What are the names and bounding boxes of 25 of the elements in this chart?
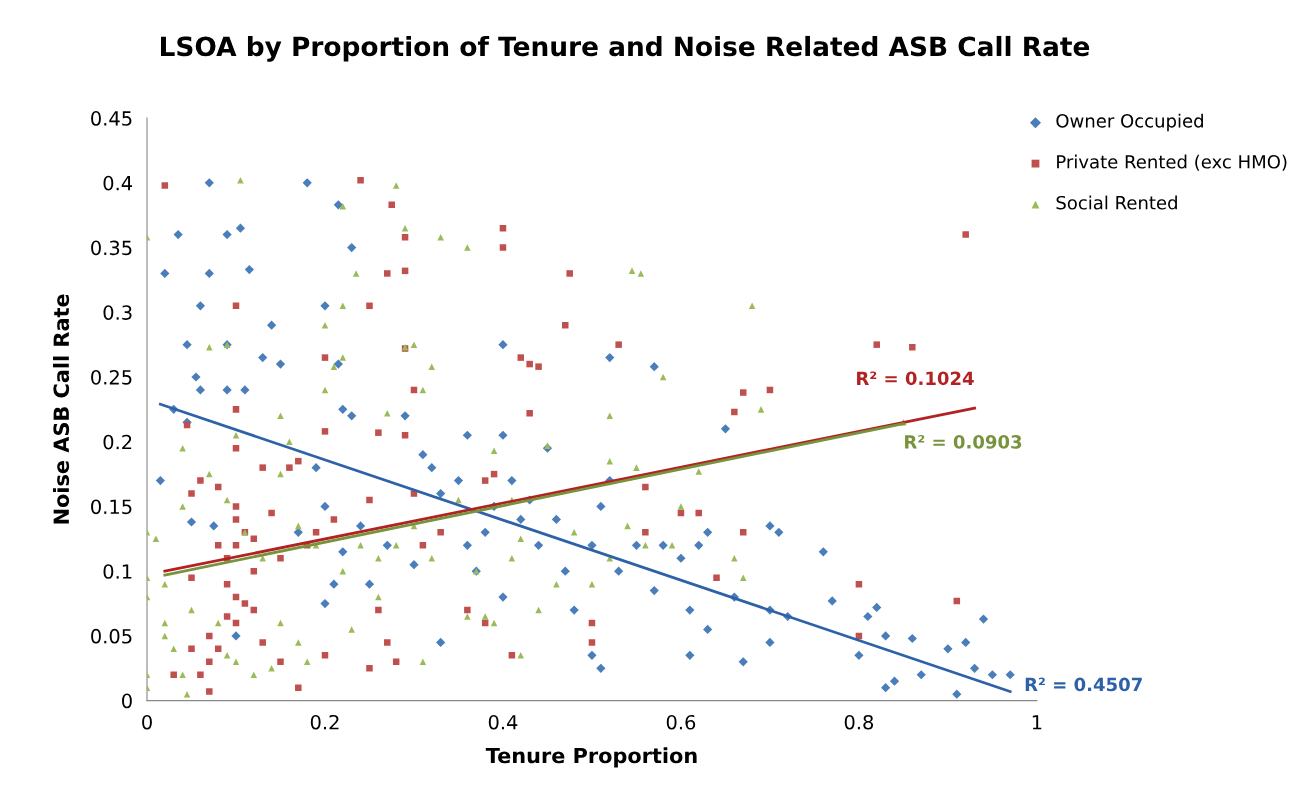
x-tick-label: 0.6 <box>666 714 696 730</box>
x-tick-label: 1 <box>1032 715 1042 730</box>
y-tick-label: 0.3 <box>103 305 132 320</box>
series-label: R² = 0.0903 <box>905 435 1022 449</box>
series-label: R² = 0.1024 <box>857 371 974 386</box>
y-axis-title: Noise ASB Call Rate <box>53 294 70 524</box>
y-tick-label: 0.15 <box>91 499 132 515</box>
y-tick-label: 0.25 <box>91 369 132 385</box>
x-tick-label: 0.4 <box>488 714 518 730</box>
x-axis-title: Tenure Proportion <box>485 747 697 768</box>
legend-label: Social Rented <box>1056 195 1177 210</box>
legend-label: Owner Occupied <box>1056 113 1203 132</box>
y-tick-label: 0 <box>122 693 132 709</box>
y-tick-label: 0.45 <box>91 111 132 126</box>
chart-title: LSOA by Proportion of Tenure and Noise Related ASB Call Rate <box>161 35 1090 62</box>
y-tick-label: 0.4 <box>103 175 133 191</box>
x-tick-label: 0.8 <box>844 714 874 730</box>
legend-label: Private Rented (exc HMO) <box>1057 154 1287 171</box>
series-label: R² = 0.4507 <box>1025 677 1142 692</box>
y-tick-label: 0.05 <box>91 628 132 644</box>
y-tick-label: 0.35 <box>91 240 132 256</box>
y-tick-label: 0.1 <box>103 564 132 579</box>
x-tick-label: 0.2 <box>310 714 339 730</box>
x-tick-label: 0 <box>142 714 152 730</box>
y-tick-label: 0.2 <box>103 434 132 450</box>
